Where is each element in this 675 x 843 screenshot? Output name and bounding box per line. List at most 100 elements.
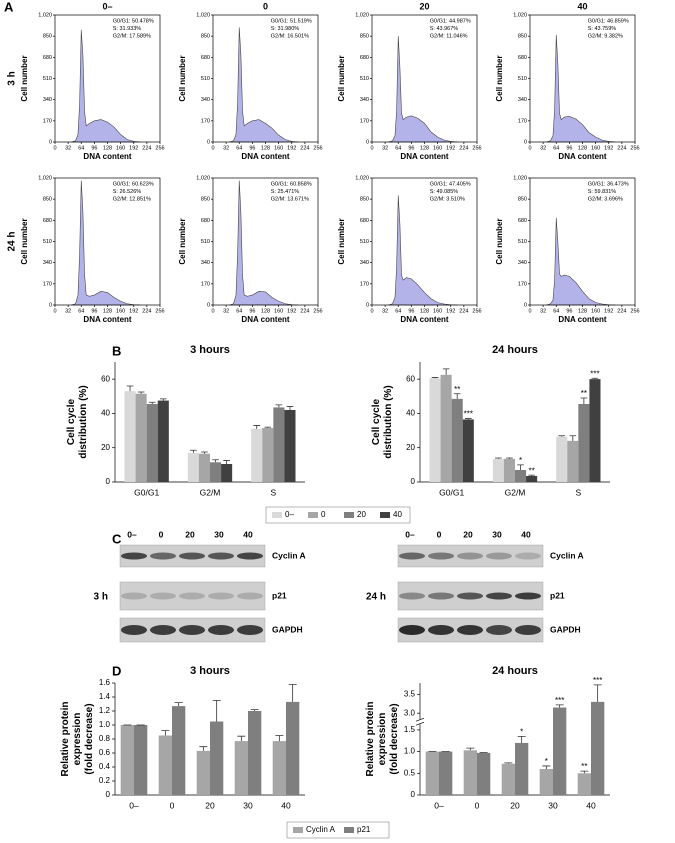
y-tick-label: 510 [518, 76, 527, 82]
x-tick-label: S [270, 487, 276, 497]
error-bar [431, 377, 439, 379]
panel-label: C [112, 531, 122, 546]
lane-label: 40 [243, 529, 253, 539]
y-tick-label: 680 [518, 218, 527, 224]
x-tick-label: 224 [142, 308, 151, 314]
error-bar [148, 401, 156, 404]
y-tick-label: 680 [518, 55, 527, 61]
x-tick-label: 30 [243, 800, 253, 810]
x-tick-label: 128 [261, 145, 270, 151]
error-bar [212, 700, 221, 722]
y-tick-label: 1,020 [513, 12, 527, 18]
y-tick-label: 40 [406, 409, 415, 418]
y-axis-label: Cell number [20, 55, 29, 101]
x-tick-label: 192 [446, 145, 455, 151]
y-tick-label: 20 [406, 443, 415, 452]
annotation: G2/M: 3.696% [588, 196, 623, 202]
x-tick-label: 0 [370, 308, 373, 314]
significance-label: *** [464, 410, 473, 419]
lane-label: 0– [405, 529, 415, 539]
y-tick-label: 1,020 [355, 12, 369, 18]
x-tick-label: 96 [408, 145, 414, 151]
legend-swatch [344, 827, 354, 833]
error-bar [542, 765, 551, 769]
blot-band [486, 552, 512, 560]
y-tick-label: 1.2 [99, 706, 111, 715]
legend-label: p21 [357, 825, 371, 834]
chart-title: 24 hours [492, 344, 538, 356]
blot-band [150, 592, 176, 600]
axis-break-mark [415, 721, 425, 726]
lane-label: 20 [463, 529, 473, 539]
y-tick-label: 340 [43, 260, 52, 266]
bar [463, 750, 477, 795]
y-tick-label: 680 [201, 218, 210, 224]
bar [172, 706, 186, 795]
y-tick-label: 680 [360, 218, 369, 224]
x-tick-label: 64 [236, 308, 242, 314]
annotation: G2/M: 12.851% [113, 196, 151, 202]
legend-swatch [344, 512, 354, 518]
y-axis-label-line: (fold decrease) [389, 703, 400, 774]
blot-band [399, 625, 425, 635]
y-tick-label: 0.5 [404, 768, 416, 777]
panel-label: D [112, 663, 121, 678]
error-bar [517, 736, 526, 743]
y-tick-label: 850 [360, 197, 369, 203]
x-tick-label: 32 [65, 308, 71, 314]
histogram-area [388, 36, 458, 143]
y-tick-label: 340 [360, 97, 369, 103]
blot-band [121, 625, 147, 635]
x-axis-label: DNA content [83, 315, 131, 324]
blot-band [399, 592, 425, 600]
x-tick-label: 64 [78, 145, 84, 151]
blot-band [208, 552, 234, 560]
y-tick-label: 340 [518, 97, 527, 103]
x-tick-label: 160 [591, 145, 600, 151]
annotation: G2/M: 13.671% [271, 196, 309, 202]
error-bar [558, 435, 566, 437]
y-axis-label: Cell number [495, 55, 504, 101]
blot-band [179, 552, 205, 560]
y-tick-label: 0 [366, 139, 369, 145]
x-tick-label: 0 [475, 800, 480, 810]
annotation: S: 26.526% [113, 189, 142, 195]
x-tick-label: 0 [170, 800, 175, 810]
x-tick-label: 40 [586, 800, 596, 810]
bar [262, 428, 274, 482]
x-tick-label: 256 [313, 308, 322, 314]
annotation: G2/M: 3.510% [430, 196, 465, 202]
y-tick-label: 1,020 [196, 175, 210, 181]
annotation: G0/G1: 44.987% [430, 18, 471, 24]
blot-band [208, 592, 234, 600]
x-tick-label: 160 [116, 145, 125, 151]
bar [539, 768, 553, 795]
error-bar [555, 704, 564, 708]
blot-band [121, 592, 147, 600]
x-tick-label: 30 [548, 800, 558, 810]
significance-label: ** [454, 385, 460, 394]
y-axis-label: Relative proteinexpression(fold decrease… [365, 701, 400, 776]
x-tick-label: 224 [617, 308, 626, 314]
lane-label: 30 [492, 529, 502, 539]
histogram-area [546, 217, 616, 306]
error-bar [275, 404, 283, 408]
y-tick-label: 0 [49, 302, 52, 308]
x-tick-label: 32 [540, 145, 546, 151]
y-tick-label: 1.6 [99, 678, 111, 687]
y-tick-label: 170 [360, 281, 369, 287]
x-tick-label: 0 [528, 308, 531, 314]
bar [429, 378, 441, 482]
error-bar [288, 684, 297, 702]
x-axis-label: DNA content [558, 152, 606, 161]
y-tick-label: 510 [360, 76, 369, 82]
y-tick-label: 340 [201, 260, 210, 266]
x-tick-label: 64 [78, 308, 84, 314]
blot-panel [397, 544, 544, 568]
y-tick-label: 170 [201, 281, 210, 287]
blot-band [121, 552, 147, 560]
bar [157, 400, 169, 482]
x-tick-label: 160 [116, 308, 125, 314]
y-tick-label: 510 [360, 239, 369, 245]
x-tick-label: 160 [274, 308, 283, 314]
